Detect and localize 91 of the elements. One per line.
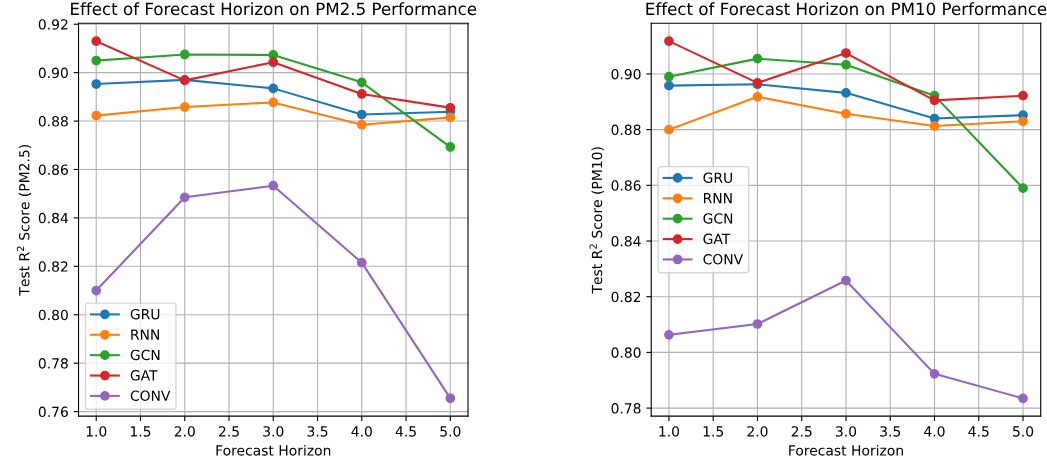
x-tick-label: 1.5 xyxy=(130,426,151,437)
legend-label: GAT xyxy=(130,370,158,381)
point xyxy=(1018,393,1028,404)
y-axis-title: Test R$^{2}$ Score (PM2.5) xyxy=(16,145,32,296)
point xyxy=(445,142,456,152)
point xyxy=(179,192,190,203)
point xyxy=(1018,116,1028,127)
point xyxy=(91,110,102,121)
x-tick-label: 4.5 xyxy=(968,426,989,437)
x-tick-label: 2.0 xyxy=(747,426,768,437)
y-tick-label: 0.86 xyxy=(38,164,68,175)
point xyxy=(268,83,279,94)
point xyxy=(1018,183,1028,193)
point xyxy=(841,275,851,286)
x-tick-label: 5.0 xyxy=(440,426,461,437)
point xyxy=(752,319,763,329)
point xyxy=(356,89,367,99)
point xyxy=(91,79,102,89)
x-tick-label: 4.5 xyxy=(395,426,416,437)
point xyxy=(356,109,367,120)
point xyxy=(268,180,279,191)
legend-label: GCN xyxy=(130,349,160,361)
point xyxy=(664,124,674,135)
x-axis-title: Forecast Horizon xyxy=(216,444,331,456)
point xyxy=(841,48,851,58)
point xyxy=(664,80,674,91)
chart-title: Effect of Forecast Horizon on PM2.5 Performance xyxy=(71,2,477,16)
y-tick-label: 0.76 xyxy=(38,406,68,418)
point xyxy=(664,71,674,82)
y-tick-label: 0.90 xyxy=(38,67,68,79)
point xyxy=(1018,90,1028,101)
point xyxy=(929,368,940,379)
legend-label: GCN xyxy=(703,213,733,224)
chart-title: Effect of Forecast Horizon on PM10 Performance xyxy=(646,2,1047,16)
x-tick-label: 1.0 xyxy=(659,426,680,437)
point xyxy=(664,36,674,46)
y-tick-label: 0.80 xyxy=(611,347,641,358)
y-tick-label: 0.88 xyxy=(38,116,68,127)
x-tick-label: 1.0 xyxy=(86,426,107,437)
x-tick-label: 2.0 xyxy=(174,426,195,437)
x-tick-label: 3.0 xyxy=(835,426,857,437)
x-tick-label: 4.0 xyxy=(351,426,372,437)
legend-label: RNN xyxy=(703,193,732,204)
point xyxy=(445,102,456,113)
point xyxy=(91,55,102,66)
x-axis-title: Forecast Horizon xyxy=(789,444,903,456)
y-tick-label: 0.84 xyxy=(38,212,69,224)
point xyxy=(179,49,190,60)
point xyxy=(445,393,456,404)
point xyxy=(356,77,367,88)
point xyxy=(268,57,279,68)
x-tick-label: 3.5 xyxy=(880,426,901,437)
x-tick-label: 5.0 xyxy=(1013,426,1034,437)
y-tick-label: 0.80 xyxy=(38,309,68,321)
point xyxy=(445,112,456,123)
point xyxy=(752,91,763,102)
x-tick-label: 2.5 xyxy=(218,426,239,437)
y-tick-label: 0.88 xyxy=(611,124,641,136)
point xyxy=(929,121,940,131)
y-tick-label: 0.84 xyxy=(611,235,641,247)
legend-label: GAT xyxy=(703,233,731,245)
y-tick-label: 0.86 xyxy=(611,180,641,191)
point xyxy=(841,59,851,70)
point xyxy=(356,119,367,130)
y-tick-label: 0.92 xyxy=(38,19,68,30)
legend-label: CONV xyxy=(130,390,171,401)
legend-label: CONV xyxy=(703,254,744,265)
point xyxy=(841,108,851,119)
x-tick-label: 4.0 xyxy=(924,426,945,437)
point xyxy=(664,329,674,340)
x-tick-label: 3.5 xyxy=(307,426,328,437)
point xyxy=(268,97,279,108)
point xyxy=(841,88,851,98)
legend-label: GRU xyxy=(130,308,160,320)
y-tick-label: 0.90 xyxy=(611,68,641,80)
x-tick-label: 2.5 xyxy=(791,426,812,437)
y-axis-title: Test R$^{2}$ Score (PM10) xyxy=(589,147,604,294)
point xyxy=(752,53,763,64)
y-tick-label: 0.78 xyxy=(38,358,68,369)
legend-label: GRU xyxy=(703,172,732,183)
x-tick-label: 1.5 xyxy=(703,426,724,437)
y-tick-label: 0.78 xyxy=(611,403,641,414)
legend-label: RNN xyxy=(131,329,159,340)
x-tick-label: 3.0 xyxy=(263,426,284,437)
y-tick-label: 0.82 xyxy=(611,291,641,303)
point xyxy=(929,95,940,106)
point xyxy=(356,257,367,268)
point xyxy=(91,36,102,47)
point xyxy=(91,285,102,296)
y-tick-label: 0.82 xyxy=(38,261,68,272)
point xyxy=(179,102,190,112)
